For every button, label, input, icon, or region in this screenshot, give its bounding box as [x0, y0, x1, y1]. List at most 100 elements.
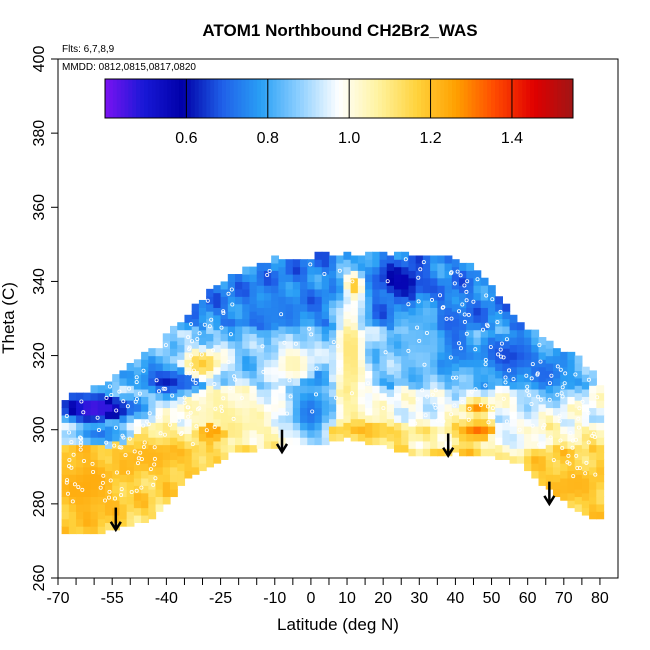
heat-cell	[343, 259, 352, 268]
x-tick-label: 80	[591, 590, 609, 607]
heat-cell	[516, 396, 525, 405]
heat-cell	[401, 414, 410, 423]
heat-cell	[466, 337, 475, 346]
heat-cell	[430, 270, 438, 279]
heat-cell	[372, 333, 381, 342]
heat-cell	[292, 266, 301, 275]
sample-point	[464, 289, 469, 294]
heat-cell	[379, 400, 388, 409]
heat-cell	[552, 414, 561, 423]
heat-cell	[422, 396, 431, 405]
heat-cell	[538, 477, 547, 486]
heat-cell	[83, 489, 92, 498]
heat-cell	[372, 318, 381, 327]
heat-cell	[184, 433, 193, 442]
heat-cell	[271, 381, 279, 390]
heat-cell	[524, 388, 532, 397]
heat-cell	[589, 414, 597, 423]
heat-cell	[422, 366, 431, 375]
heat-cell	[271, 388, 279, 397]
heat-cell	[213, 388, 222, 397]
colorbar-segment	[124, 79, 129, 118]
heat-cell	[357, 270, 366, 279]
heat-cell	[68, 511, 77, 520]
heat-cell	[502, 362, 511, 371]
heat-cell	[285, 303, 294, 312]
heat-cell	[531, 396, 540, 405]
heat-cell	[444, 337, 453, 346]
heat-cell	[538, 426, 547, 435]
heat-cell	[285, 311, 294, 320]
sample-point	[548, 435, 553, 440]
heat-cell	[379, 325, 388, 334]
heat-cell	[235, 422, 243, 431]
heat-cell	[278, 281, 287, 290]
colorbar-segment	[300, 79, 305, 118]
heat-cell	[141, 514, 149, 523]
heat-cell	[148, 385, 157, 394]
sample-point	[381, 406, 386, 411]
heat-cell	[191, 333, 200, 342]
heat-cell	[466, 314, 475, 323]
colorbar-segment	[175, 79, 180, 118]
heat-cell	[415, 411, 424, 420]
heat-cell	[242, 296, 251, 305]
heat-cell	[90, 459, 99, 468]
heat-cell	[459, 337, 467, 346]
heat-cell	[321, 362, 330, 371]
heat-cell	[480, 351, 489, 360]
heat-cell	[415, 322, 424, 331]
heat-cell	[206, 422, 214, 431]
heat-cell	[104, 455, 113, 464]
heat-cell	[596, 414, 605, 423]
heat-cell	[495, 429, 503, 438]
sample-point	[170, 393, 175, 398]
sample-point	[186, 335, 191, 340]
heat-cell	[365, 281, 373, 290]
heat-cell	[581, 426, 590, 435]
heat-cell	[401, 392, 410, 401]
heat-cell	[343, 288, 352, 297]
heat-cell	[314, 422, 323, 431]
heat-cell	[227, 288, 236, 297]
heat-cell	[278, 407, 287, 416]
heat-cell	[256, 351, 265, 360]
heat-cell	[437, 426, 446, 435]
heat-cell	[560, 411, 569, 420]
colorbar-segment	[569, 79, 574, 118]
heat-cell	[365, 385, 373, 394]
heat-cell	[300, 437, 308, 446]
heat-cell	[242, 274, 251, 283]
heat-cell	[502, 325, 511, 334]
heat-cell	[538, 374, 547, 383]
heat-cell	[170, 451, 178, 460]
heat-cell	[300, 281, 308, 290]
heat-cell	[227, 348, 236, 357]
heat-cell	[191, 414, 200, 423]
heat-cell	[596, 429, 605, 438]
heat-cell	[451, 318, 460, 327]
sample-point	[154, 378, 159, 383]
heat-cell	[133, 477, 142, 486]
heat-cell	[401, 385, 410, 394]
heat-cell	[357, 322, 366, 331]
sample-point	[448, 355, 453, 360]
heat-cell	[545, 414, 554, 423]
heat-cell	[112, 500, 121, 509]
colorbar-segment	[144, 79, 149, 118]
heat-cell	[148, 377, 157, 386]
heat-cell	[271, 426, 279, 435]
heat-cell	[198, 337, 207, 346]
sample-point	[406, 348, 411, 353]
heat-cell	[292, 333, 301, 342]
heat-cell	[170, 348, 178, 357]
sample-point	[67, 430, 72, 435]
heat-cell	[126, 474, 135, 483]
heat-cell	[76, 489, 84, 498]
colorbar-segment	[463, 79, 469, 118]
heat-cell	[495, 377, 503, 386]
colorbar-segment	[132, 79, 137, 118]
heat-cell	[220, 362, 229, 371]
heat-cell	[509, 448, 518, 457]
heat-cell	[495, 407, 503, 416]
